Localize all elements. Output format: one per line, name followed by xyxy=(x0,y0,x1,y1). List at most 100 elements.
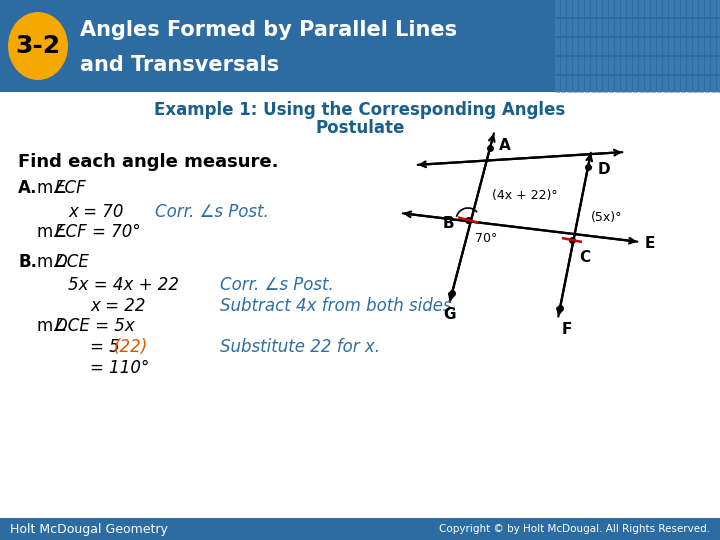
Bar xyxy=(555,76,560,93)
Bar xyxy=(669,19,674,36)
Text: Holt McDougal Geometry: Holt McDougal Geometry xyxy=(10,523,168,536)
Bar xyxy=(567,57,572,74)
Bar xyxy=(633,76,638,93)
Text: 70°: 70° xyxy=(475,232,498,245)
Bar xyxy=(621,0,626,17)
Bar xyxy=(633,57,638,74)
Bar xyxy=(663,57,668,74)
Bar xyxy=(591,76,596,93)
Bar xyxy=(639,0,644,17)
Bar xyxy=(591,0,596,17)
Bar xyxy=(663,38,668,55)
Bar xyxy=(675,76,680,93)
Bar xyxy=(609,0,614,17)
Text: A: A xyxy=(499,138,510,153)
Bar xyxy=(603,38,608,55)
Bar xyxy=(699,38,704,55)
Bar xyxy=(639,38,644,55)
Bar xyxy=(711,0,716,17)
Text: Corr. ∠s Post.: Corr. ∠s Post. xyxy=(155,203,269,221)
Text: (5x)°: (5x)° xyxy=(591,212,623,225)
Bar xyxy=(573,76,578,93)
Bar xyxy=(567,0,572,17)
Bar xyxy=(603,76,608,93)
Bar xyxy=(633,0,638,17)
Bar xyxy=(615,57,620,74)
Bar xyxy=(603,19,608,36)
Bar xyxy=(621,19,626,36)
Bar xyxy=(717,57,720,74)
Bar xyxy=(693,0,698,17)
Ellipse shape xyxy=(8,12,68,80)
Bar xyxy=(693,76,698,93)
Bar xyxy=(597,76,602,93)
Text: A.: A. xyxy=(18,179,37,197)
Bar xyxy=(639,57,644,74)
Bar xyxy=(585,19,590,36)
Bar xyxy=(693,57,698,74)
Bar xyxy=(681,76,686,93)
Bar xyxy=(555,19,560,36)
Bar xyxy=(0,518,720,540)
Bar xyxy=(705,19,710,36)
Bar xyxy=(687,19,692,36)
Bar xyxy=(591,57,596,74)
Bar xyxy=(681,19,686,36)
Text: F: F xyxy=(562,322,572,337)
Bar xyxy=(609,38,614,55)
Bar xyxy=(711,57,716,74)
Bar xyxy=(579,38,584,55)
Bar xyxy=(561,19,566,36)
Bar xyxy=(663,0,668,17)
Bar xyxy=(711,76,716,93)
Bar xyxy=(573,0,578,17)
Bar xyxy=(699,19,704,36)
Bar xyxy=(585,38,590,55)
Bar xyxy=(699,57,704,74)
Bar xyxy=(633,19,638,36)
Bar xyxy=(597,57,602,74)
Bar xyxy=(681,0,686,17)
Bar xyxy=(681,57,686,74)
Bar xyxy=(627,57,632,74)
Bar xyxy=(621,76,626,93)
Text: 3-2: 3-2 xyxy=(15,34,60,58)
Bar xyxy=(717,38,720,55)
Bar xyxy=(0,0,720,92)
Bar xyxy=(621,38,626,55)
Bar xyxy=(651,57,656,74)
Bar xyxy=(669,0,674,17)
Text: Postulate: Postulate xyxy=(315,119,405,137)
Bar xyxy=(597,0,602,17)
Text: C: C xyxy=(579,250,590,265)
Bar xyxy=(705,38,710,55)
Bar xyxy=(561,0,566,17)
Bar xyxy=(705,76,710,93)
Bar xyxy=(561,76,566,93)
Bar xyxy=(687,0,692,17)
Bar xyxy=(639,76,644,93)
Text: ECF = 70°: ECF = 70° xyxy=(55,223,140,241)
Bar xyxy=(627,0,632,17)
Bar xyxy=(567,38,572,55)
Text: Example 1: Using the Corresponding Angles: Example 1: Using the Corresponding Angle… xyxy=(154,101,566,119)
Bar xyxy=(555,57,560,74)
Bar xyxy=(639,19,644,36)
Bar xyxy=(591,19,596,36)
Bar xyxy=(657,57,662,74)
Text: G: G xyxy=(444,307,456,322)
Text: (22): (22) xyxy=(114,338,148,356)
Bar xyxy=(627,38,632,55)
Bar xyxy=(717,0,720,17)
Bar xyxy=(615,38,620,55)
Bar xyxy=(669,57,674,74)
Text: Angles Formed by Parallel Lines: Angles Formed by Parallel Lines xyxy=(80,20,457,40)
Bar xyxy=(669,38,674,55)
Bar xyxy=(561,38,566,55)
Bar xyxy=(579,76,584,93)
Text: 5x = 4x + 22: 5x = 4x + 22 xyxy=(68,276,179,294)
Bar xyxy=(621,57,626,74)
Bar xyxy=(609,57,614,74)
Bar xyxy=(585,0,590,17)
Bar xyxy=(699,76,704,93)
